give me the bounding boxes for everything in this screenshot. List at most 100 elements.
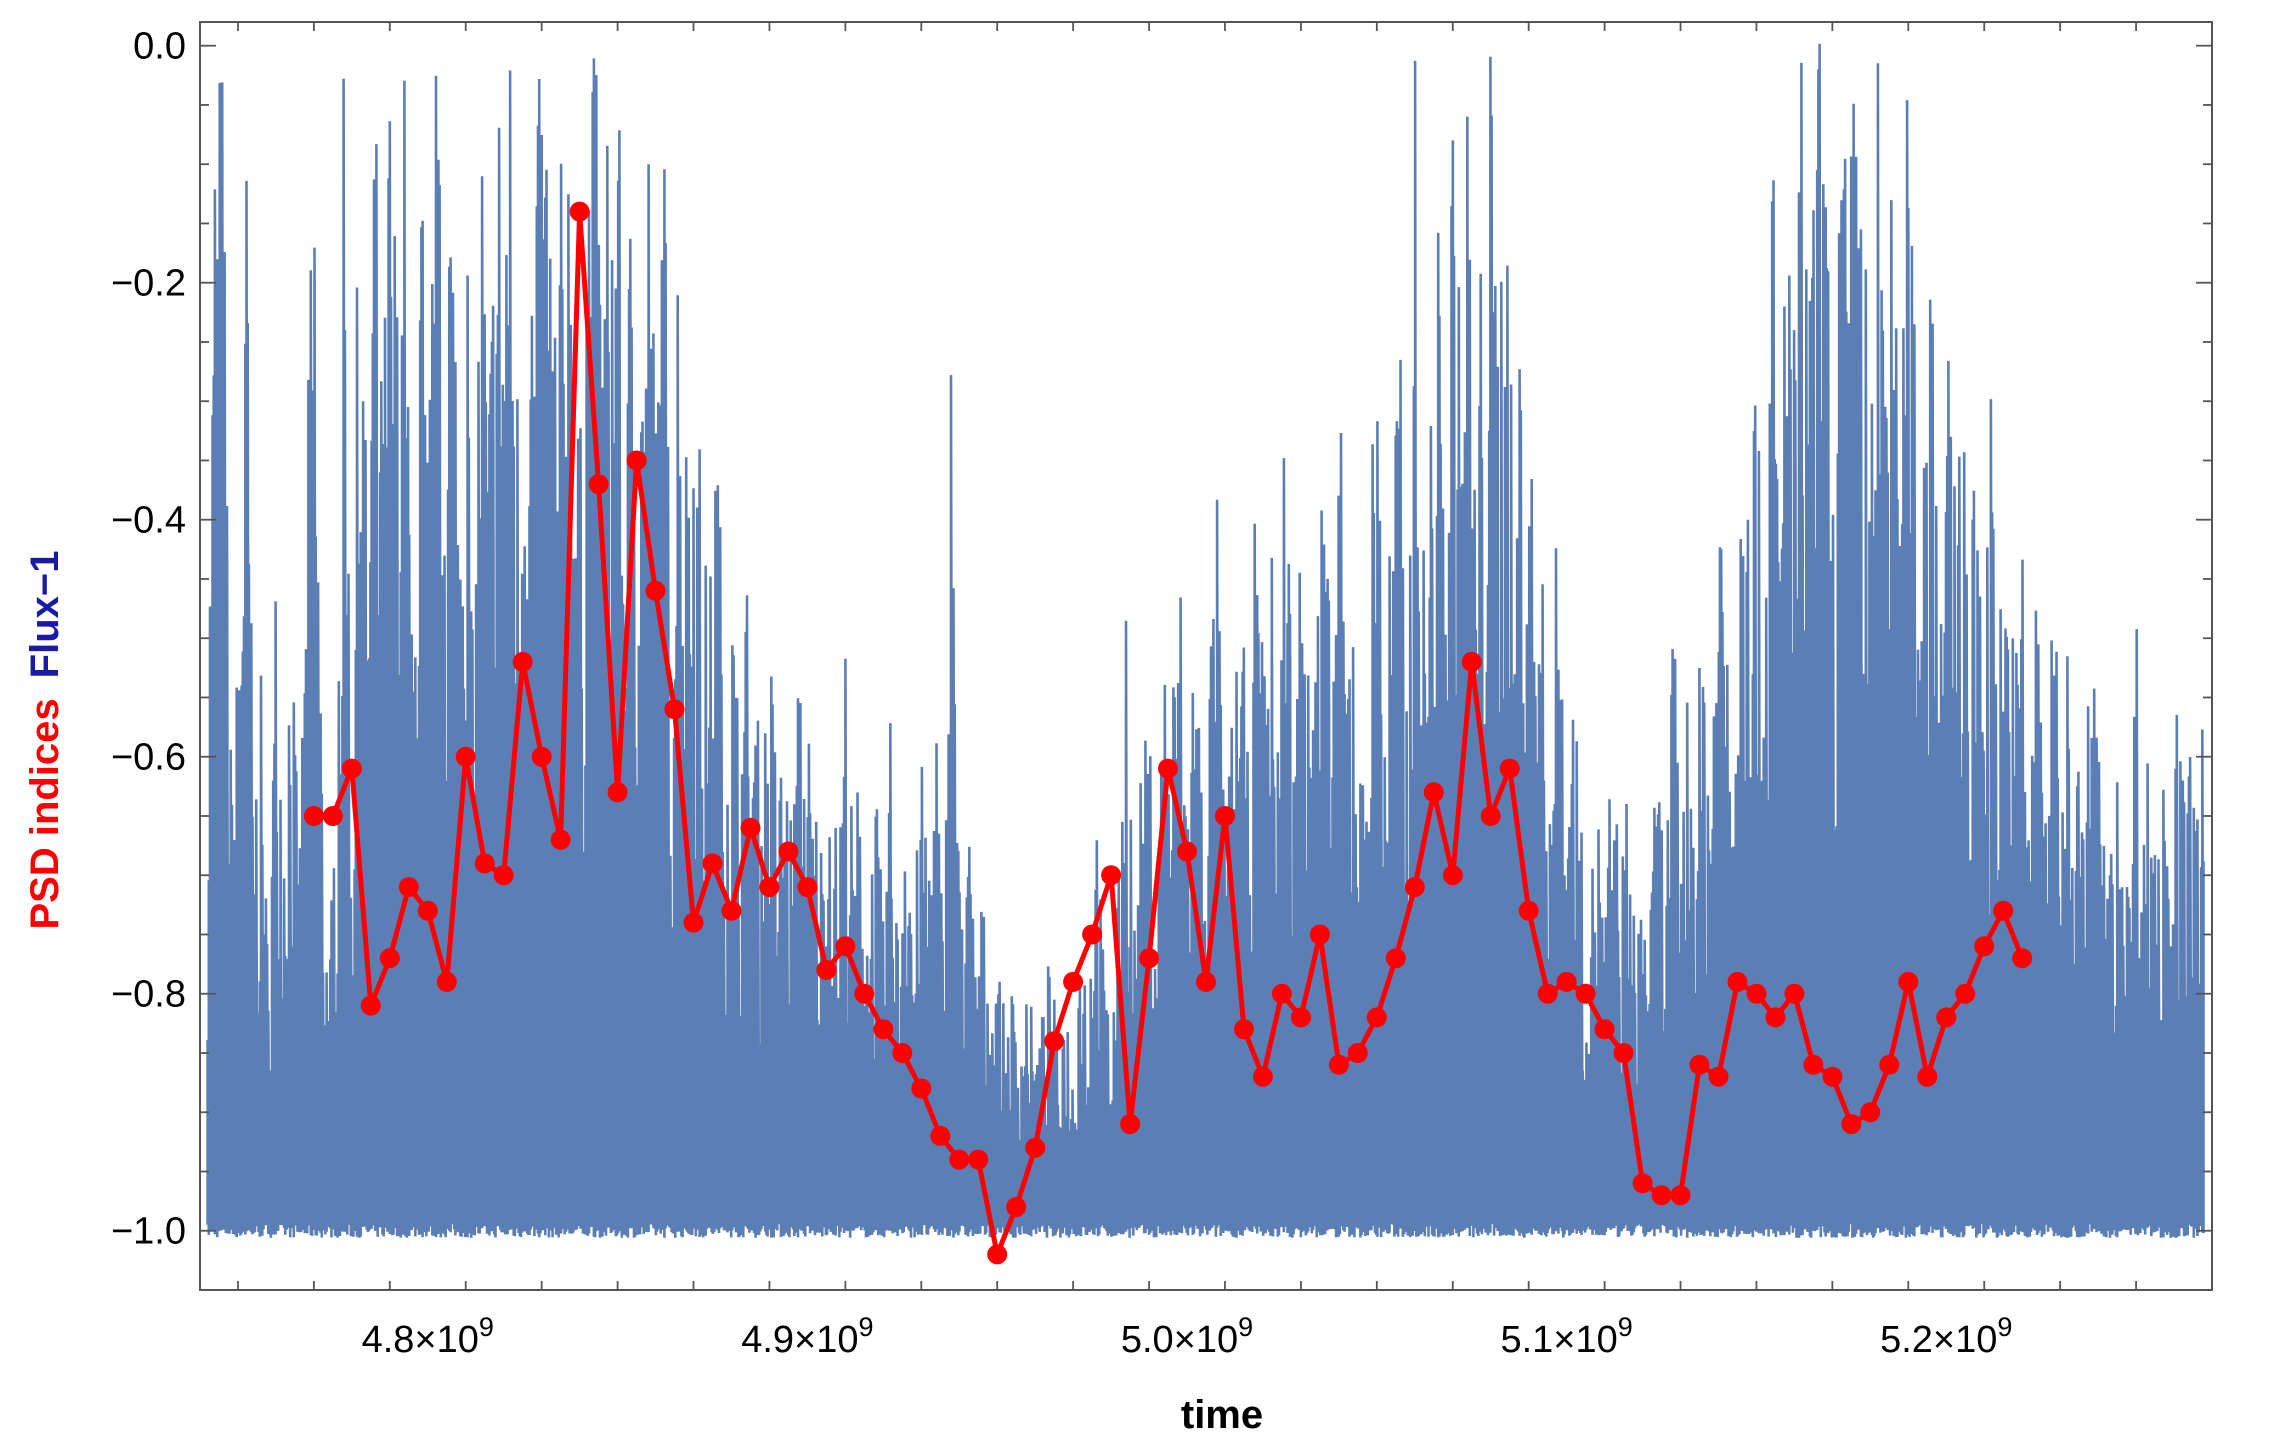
psd-point [474, 853, 495, 874]
psd-point [1841, 1114, 1862, 1135]
psd-point [721, 900, 742, 921]
y-tick-label: −0.2 [111, 263, 186, 305]
psd-point [759, 877, 780, 898]
psd-point [1936, 1007, 1957, 1028]
psd-point [1613, 1043, 1634, 1063]
psd-point [949, 1149, 970, 1170]
y-tick-label: −1.0 [111, 1211, 186, 1253]
x-axis-label: time [1181, 1393, 1263, 1437]
psd-point [1101, 865, 1122, 886]
y-tick-label: 0.0 [133, 26, 186, 68]
psd-series [303, 201, 2033, 1265]
psd-point [1404, 877, 1425, 898]
psd-point [1196, 971, 1216, 992]
flux-line [206, 43, 2205, 1238]
psd-point [531, 746, 552, 767]
psd-point [1993, 900, 2014, 921]
psd-point [1347, 1043, 1368, 1063]
psd-point [1366, 1007, 1387, 1028]
y-axis-label-part: Flux−1 [23, 550, 67, 698]
plot-frame [199, 21, 2213, 1291]
psd-point [1879, 1054, 1900, 1075]
psd-point [1556, 971, 1577, 992]
psd-point [550, 829, 571, 850]
psd-point [1670, 1185, 1691, 1206]
psd-point [1632, 1173, 1653, 1194]
psd-point [1974, 936, 1995, 957]
psd-point [2012, 948, 2033, 969]
psd-point [1784, 983, 1805, 1004]
psd-point [455, 746, 476, 767]
psd-point [1025, 1137, 1046, 1158]
psd-point [607, 782, 628, 803]
psd-point [1044, 1031, 1065, 1052]
y-axis-label: PSD indices Flux−1 [23, 550, 67, 929]
psd-point [1006, 1197, 1027, 1217]
psd-point [816, 960, 837, 980]
psd-point [379, 948, 400, 969]
psd-point [645, 580, 666, 601]
psd-point [1139, 948, 1160, 969]
psd-point [1328, 1054, 1349, 1075]
psd-point [1708, 1066, 1729, 1087]
psd-point [1898, 971, 1919, 992]
psd-point [493, 865, 514, 886]
y-tick-label: −0.4 [111, 500, 186, 542]
y-tick-label: −0.6 [111, 737, 186, 779]
psd-point [1765, 1007, 1786, 1028]
psd-point [1290, 1007, 1311, 1028]
psd-point [740, 817, 761, 838]
psd-point [1063, 971, 1084, 992]
x-tick-label: 4.8×109 [362, 1312, 494, 1361]
x-axis: 4.8×109 4.9×109 5.0×109 5.1×109 5.2×109 [237, 22, 2137, 1361]
x-tick-label: 5.1×109 [1500, 1312, 1632, 1361]
psd-point [1120, 1114, 1141, 1135]
psd-point [436, 971, 457, 992]
y-axis: 0.0 −0.2 −0.4 −0.6 −0.8 −1.0 [111, 26, 2212, 1291]
psd-point [911, 1078, 932, 1099]
x-tick-label: 5.2×109 [1880, 1312, 2012, 1361]
psd-point [854, 983, 875, 1004]
psd-point [1860, 1102, 1881, 1123]
psd-point [797, 877, 818, 898]
psd-point [1423, 782, 1444, 803]
psd-point [398, 877, 419, 898]
y-tick-label: −0.8 [111, 974, 186, 1016]
psd-point [1746, 983, 1767, 1004]
psd-point [1177, 841, 1197, 862]
psd-point [341, 758, 362, 779]
psd-point [1215, 806, 1235, 826]
psd-point [588, 474, 609, 495]
psd-point [1442, 865, 1463, 886]
psd-point [360, 995, 381, 1016]
psd-point [1499, 758, 1520, 779]
psd-point [1689, 1054, 1710, 1075]
psd-point [569, 201, 590, 222]
flux-series [206, 43, 2205, 1238]
psd-point [683, 912, 704, 933]
psd-point [1309, 924, 1330, 945]
psd-point [1651, 1185, 1672, 1206]
psd-point [1518, 900, 1539, 921]
psd-point [1803, 1054, 1824, 1075]
psd-point [1822, 1066, 1843, 1087]
psd-point [987, 1244, 1008, 1265]
psd-point [702, 853, 723, 874]
psd-point [1480, 806, 1501, 826]
psd-point [1385, 948, 1406, 969]
psd-point [1575, 983, 1596, 1004]
psd-point [1461, 651, 1482, 672]
psd-point [892, 1043, 913, 1063]
psd-point [417, 900, 438, 921]
psd-point [778, 841, 799, 862]
psd-point [835, 936, 856, 957]
psd-point [930, 1125, 951, 1146]
psd-point [664, 699, 685, 720]
x-tick-label: 5.0×109 [1121, 1312, 1253, 1361]
psd-point [1537, 983, 1558, 1004]
psd-point [1082, 924, 1103, 945]
psd-point [1252, 1066, 1273, 1087]
psd-point [322, 806, 343, 826]
psd-point [303, 806, 324, 826]
